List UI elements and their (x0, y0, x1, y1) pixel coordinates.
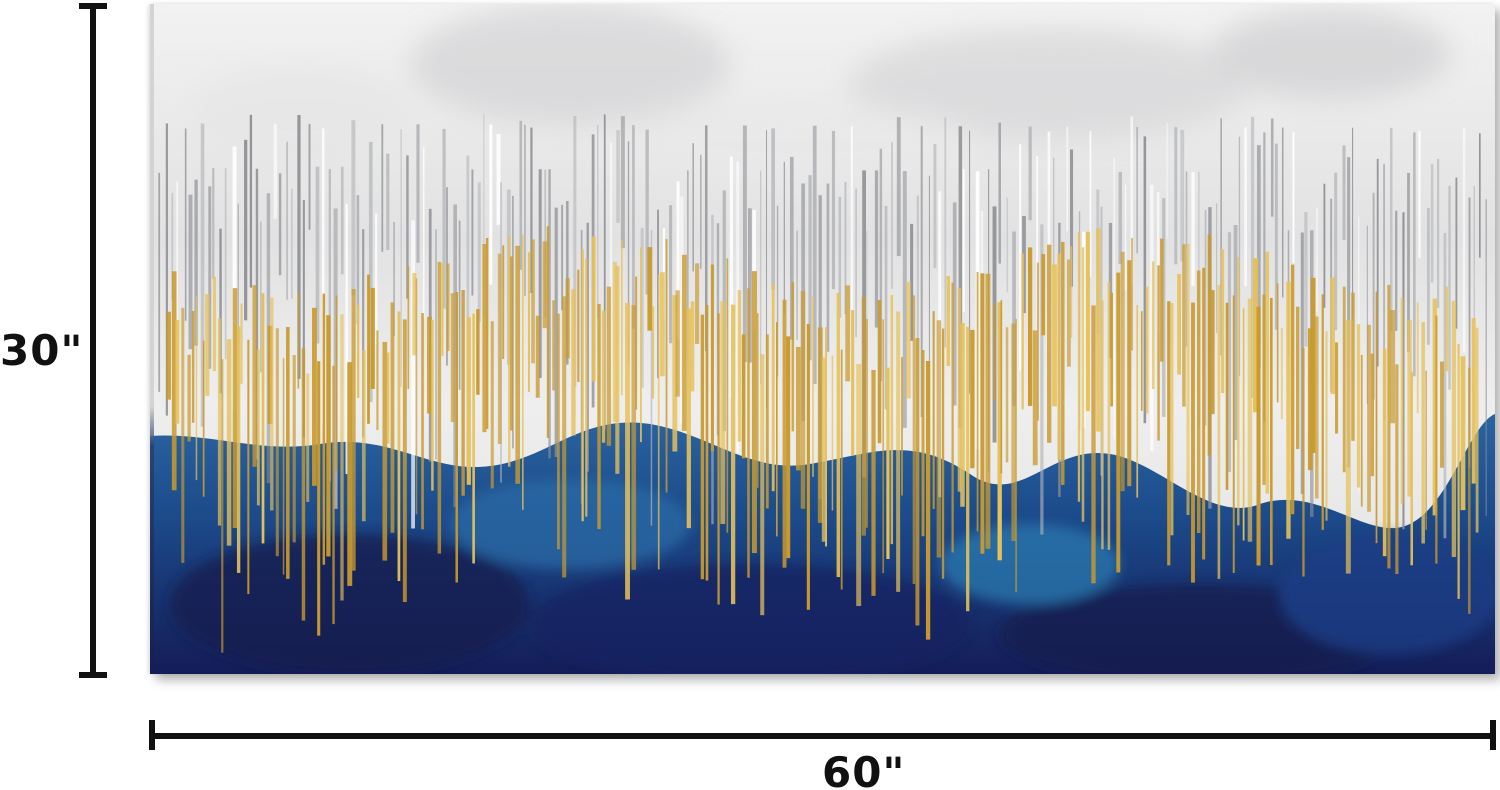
blue-depth (170, 479, 1495, 674)
width-label: 60" (822, 748, 906, 790)
gold-leaf-streaks (166, 226, 1479, 653)
height-dimension-line (90, 6, 96, 674)
abstract-painting (150, 4, 1495, 674)
height-label: 30" (0, 326, 84, 375)
sky-brushstrokes (190, 4, 1450, 184)
canvas-side-edge (150, 4, 154, 674)
width-dimension-cap-right (1490, 720, 1496, 750)
canvas-artwork (150, 4, 1495, 674)
height-dimension-cap-bottom (79, 672, 107, 678)
width-dimension-line (152, 733, 1494, 739)
